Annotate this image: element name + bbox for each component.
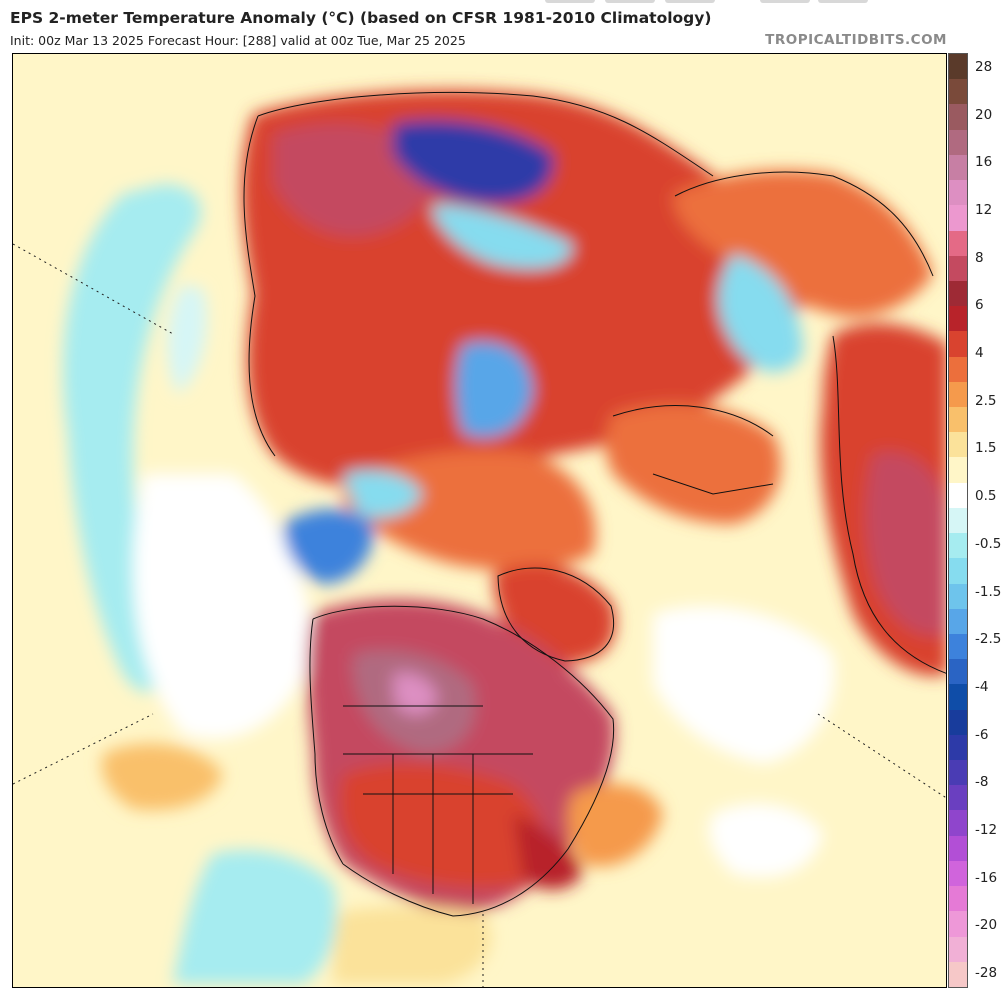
color-scale-segment	[949, 633, 967, 660]
color-scale-segment	[949, 760, 967, 786]
map-subtitle: Init: 00z Mar 13 2025 Forecast Hour: [28…	[10, 33, 466, 48]
toolbar-stub	[760, 0, 810, 3]
color-scale-label: 2.5	[975, 392, 997, 409]
color-scale-label: 12	[975, 202, 993, 219]
color-scale-label: -16	[975, 869, 998, 886]
color-scale-label: -20	[975, 917, 998, 934]
color-scale-segment	[949, 583, 967, 610]
color-scale-segment	[949, 104, 967, 131]
color-scale-segment	[949, 734, 967, 761]
toolbar-stub	[818, 0, 868, 3]
color-scale-label: -4	[975, 678, 989, 695]
color-scale-segment	[949, 407, 967, 433]
color-scale-label: 16	[975, 154, 993, 171]
color-scale-segment	[949, 54, 967, 80]
color-scale-label: 28	[975, 59, 993, 75]
color-scale-segment	[949, 129, 967, 156]
color-scale-segment	[949, 457, 967, 484]
color-scale-label: -2.5	[975, 631, 1002, 648]
color-scale-segment	[949, 533, 967, 559]
color-scale-segment	[949, 331, 967, 358]
color-scale-segment	[949, 180, 967, 206]
color-scale-segment	[949, 608, 967, 635]
color-scale-segment	[949, 860, 967, 887]
color-scale-segment	[949, 280, 967, 307]
anomaly-map-graphic	[13, 90, 946, 987]
color-scale-label: 8	[975, 249, 984, 266]
color-scale-segment	[949, 709, 967, 736]
anomaly-map	[12, 53, 947, 988]
color-scale-segment	[949, 911, 967, 938]
color-scale-segment	[949, 154, 967, 181]
color-scale-label: -12	[975, 821, 998, 838]
color-scale-bar	[948, 53, 968, 988]
toolbar-stub	[545, 0, 595, 3]
color-scale-label: -0.5	[975, 535, 1002, 552]
source-credit: TROPICALTIDBITS.COM	[765, 32, 947, 48]
color-scale-segment	[949, 961, 967, 988]
color-scale-segment	[949, 785, 967, 811]
color-scale-segment	[949, 205, 967, 231]
color-scale-segment	[949, 255, 967, 282]
color-scale-segment	[949, 356, 967, 383]
color-scale-segment	[949, 810, 967, 837]
color-scale-segment	[949, 558, 967, 585]
color-scale-label: -6	[975, 726, 989, 743]
color-scale-segment	[949, 886, 967, 912]
color-scale-segment	[949, 230, 967, 257]
color-scale-segment	[949, 835, 967, 862]
map-title: EPS 2-meter Temperature Anomaly (°C) (ba…	[10, 9, 712, 27]
color-scale-label: 1.5	[975, 440, 997, 457]
color-scale-label: 4	[975, 345, 984, 362]
color-scale-label: -28	[975, 965, 998, 981]
color-scale-segment	[949, 684, 967, 711]
color-scale-segment	[949, 79, 967, 105]
color-scale-segment	[949, 306, 967, 332]
color-scale-label: -1.5	[975, 583, 1002, 600]
toolbar-stub	[665, 0, 715, 3]
color-scale-segment	[949, 936, 967, 963]
color-scale-segment	[949, 432, 967, 458]
color-scale-label: 6	[975, 297, 984, 314]
color-scale-segment	[949, 381, 967, 408]
color-scale-label: 0.5	[975, 488, 997, 505]
toolbar-stub	[605, 0, 655, 3]
color-scale-segment	[949, 659, 967, 685]
color-scale-segment	[949, 507, 967, 534]
color-scale-label: -8	[975, 774, 989, 791]
color-scale-label: 20	[975, 106, 993, 123]
color-scale-segment	[949, 482, 967, 509]
